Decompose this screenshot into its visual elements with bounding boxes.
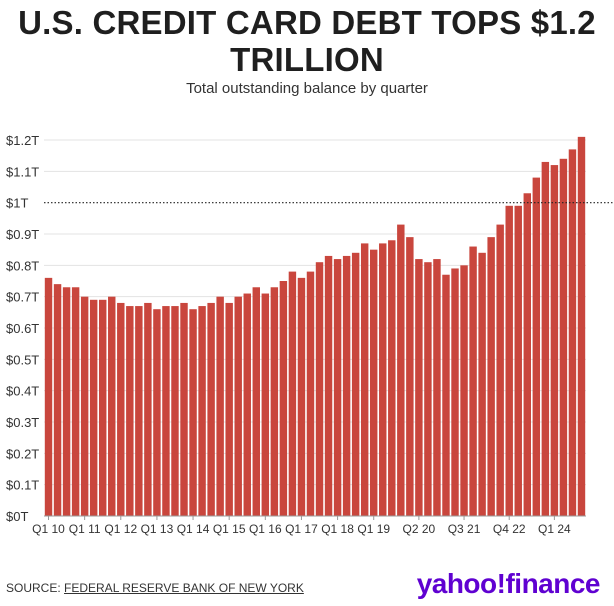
x-tick-label: Q1 15 [213, 522, 246, 536]
bar [496, 224, 504, 516]
y-tick-label: $0.8T [6, 258, 39, 273]
bar [144, 302, 152, 516]
bar [71, 287, 80, 516]
bar [234, 296, 242, 516]
chart-title-line-1: U.S. CREDIT CARD DEBT TOPS $1.2 [18, 4, 596, 41]
y-tick-label: $1.2T [6, 133, 39, 148]
bar [532, 177, 541, 516]
bar [162, 306, 170, 516]
y-tick-label: $0.2T [6, 446, 39, 461]
bar [207, 302, 215, 516]
y-tick-label: $0.5T [6, 352, 39, 367]
bar [171, 306, 179, 516]
bar [89, 299, 98, 516]
bar [523, 193, 531, 516]
bar [541, 161, 550, 516]
y-tick-label: $0.4T [6, 384, 39, 399]
bar [433, 259, 441, 516]
bar [397, 224, 405, 516]
bar [243, 293, 251, 516]
bar-chart: $0T $0.1T $0.2T $0.3T $0.4T $0.5T $0.6T $0.7T $0… [6, 133, 614, 536]
x-tick-label: Q1 17 [285, 522, 318, 536]
bar [550, 165, 559, 517]
x-tick-label: Q1 18 [321, 522, 354, 536]
bar [198, 306, 206, 516]
bar [478, 252, 486, 517]
chart-title: U.S. CREDIT CARD DEBT TOPS $1.2 TRILLION [0, 4, 614, 78]
bar [279, 281, 288, 516]
bar [514, 205, 522, 517]
bar [270, 287, 279, 516]
bar [306, 271, 315, 516]
bar [451, 268, 459, 516]
bar [568, 149, 577, 516]
bar [324, 255, 333, 516]
bar [406, 237, 414, 516]
bar [153, 309, 161, 516]
x-tick-label: Q1 19 [357, 522, 390, 536]
x-tick-label: Q1 16 [249, 522, 282, 536]
bar [460, 265, 468, 516]
bar [297, 277, 306, 516]
y-tick-label: $0.7T [6, 290, 39, 305]
source-link[interactable]: FEDERAL RESERVE BANK OF NEW YORK [64, 581, 304, 595]
bar [333, 259, 342, 516]
bar [442, 274, 450, 516]
y-tick-label: $0.9T [6, 227, 39, 242]
bar [360, 243, 369, 516]
bar [487, 237, 495, 516]
bar [469, 246, 477, 516]
bar [370, 249, 378, 516]
bar [342, 255, 351, 516]
bar [505, 205, 513, 517]
bar [135, 306, 143, 516]
x-tick-label: Q3 21 [448, 522, 481, 536]
y-tick-label: $0.1T [6, 478, 39, 493]
x-tick-label: Q1 12 [104, 522, 137, 536]
x-tick-label: Q1 13 [141, 522, 174, 536]
bar [117, 302, 125, 516]
bar [424, 262, 432, 516]
y-tick-label: $1T [6, 196, 28, 211]
bar [379, 243, 387, 516]
x-tick-label: Q1 11 [69, 522, 101, 536]
chart-subtitle: Total outstanding balance by quarter [186, 80, 428, 97]
y-tick-label: $0.3T [6, 415, 39, 430]
bar [388, 240, 396, 516]
bar [351, 252, 360, 517]
bar [108, 296, 116, 516]
chart-title-line-2: TRILLION [230, 41, 384, 78]
x-tick-label: Q1 14 [177, 522, 210, 536]
bar [53, 284, 62, 516]
bar [99, 299, 107, 516]
x-tick-label: Q1 10 [32, 522, 65, 536]
bar [216, 296, 224, 516]
bar [288, 271, 297, 516]
bar [225, 302, 233, 516]
y-tick-label: $1.1T [6, 164, 39, 179]
y-tick-label: $0T [6, 509, 28, 524]
bar [62, 287, 71, 516]
bar [189, 309, 197, 516]
bar [80, 296, 89, 516]
bar [415, 259, 423, 516]
bar [315, 262, 324, 516]
source-prefix: SOURCE: [6, 581, 65, 595]
bar [180, 302, 188, 516]
source-note: SOURCE: FEDERAL RESERVE BANK OF NEW YORK [6, 581, 304, 595]
bar [44, 277, 53, 516]
x-tick-label: Q2 20 [403, 522, 436, 536]
x-tick-label: Q1 24 [538, 522, 571, 536]
y-tick-label: $0.6T [6, 321, 39, 336]
yahoo-finance-logo: yahoo!finance [416, 568, 601, 600]
bar [577, 136, 586, 516]
bar [126, 306, 134, 516]
logo-text: yahoo!finance [416, 568, 601, 599]
bar [252, 287, 260, 516]
bar [261, 293, 270, 516]
x-tick-label: Q4 22 [493, 522, 526, 536]
bar [559, 158, 568, 517]
